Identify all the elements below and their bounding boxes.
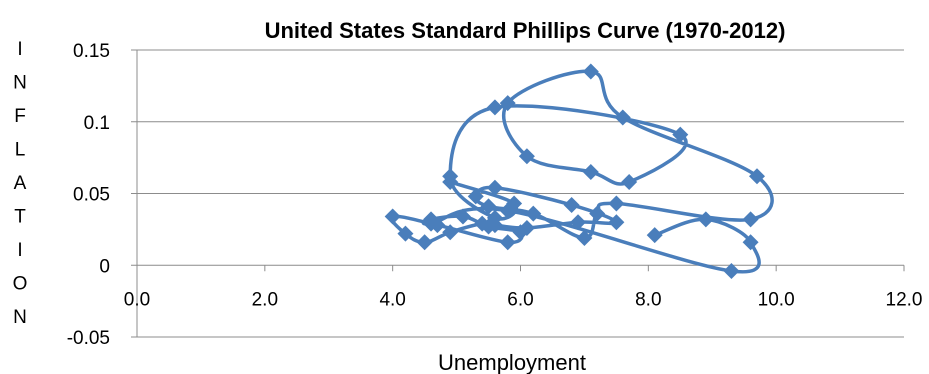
y-tick-label: 0.15 [73,41,110,62]
data-point-marker [582,163,599,180]
data-point-marker [589,205,606,222]
data-point-marker [480,218,497,235]
data-point-marker [621,174,638,191]
data-point-marker [512,224,529,241]
x-axis-label: Unemployment [438,350,586,374]
grid-lines [137,49,904,338]
x-tick-label: 4.0 [379,289,405,310]
x-tick-label: 6.0 [507,289,533,310]
x-tick-label: 12.0 [886,289,923,310]
data-point-marker [454,208,471,225]
y-axis-label-letter: I [17,39,22,60]
data-point-marker [423,215,440,232]
y-tick-label: 0.05 [73,185,110,206]
x-tick-label: 10.0 [758,289,795,310]
tick-labels: -0.05 0 0.05 0.1 0.15 0.0 2.0 4.0 6.0 8.0 10.0 12.0 [67,41,923,349]
data-point-marker [614,109,631,126]
y-tick-label: 0 [99,256,110,277]
data-point-marker [499,202,516,219]
x-tick-label: 8.0 [635,289,661,310]
data-point-marker [467,188,484,205]
y-axis-label-letter: A [14,173,27,194]
data-point-marker [499,234,516,251]
axes [131,49,905,338]
data-point-marker [608,214,625,231]
data-point-marker [582,63,599,80]
data-point-marker [570,214,587,231]
data-point-marker [499,95,516,112]
chart-title: United States Standard Phillips Curve (1… [265,18,786,43]
y-axis-label-letter: N [13,307,27,328]
data-point-marker [486,99,503,116]
y-axis-label-letter: O [13,274,28,295]
data-point-marker [742,234,759,251]
y-tick-label: -0.05 [67,328,110,349]
data-point-marker [576,229,593,246]
y-axis-label-letter: L [15,140,26,161]
data-series [384,63,774,279]
y-tick-label: 0.1 [84,113,110,134]
data-point-marker [646,227,663,244]
data-point-marker [518,148,535,165]
y-axis-label-letter: T [14,207,26,228]
data-point-marker [742,211,759,228]
data-point-marker [442,224,459,241]
data-point-marker [672,126,689,143]
y-axis-label-letter: I [17,240,22,261]
data-point-marker [723,262,740,279]
data-point-marker [480,198,497,215]
data-point-marker [748,168,765,185]
data-point-marker [442,168,459,185]
data-point-marker [486,179,503,196]
x-tick-label: 2.0 [252,289,278,310]
y-axis-label-letter: N [13,73,27,94]
data-point-marker [608,195,625,212]
data-point-marker [563,196,580,213]
x-tick-label: 0.0 [124,289,150,310]
data-point-marker [397,225,414,242]
data-point-marker [416,234,433,251]
y-axis-label-letter: F [14,106,26,127]
data-point-marker [384,208,401,225]
data-point-marker [697,211,714,228]
data-point-marker [525,205,542,222]
